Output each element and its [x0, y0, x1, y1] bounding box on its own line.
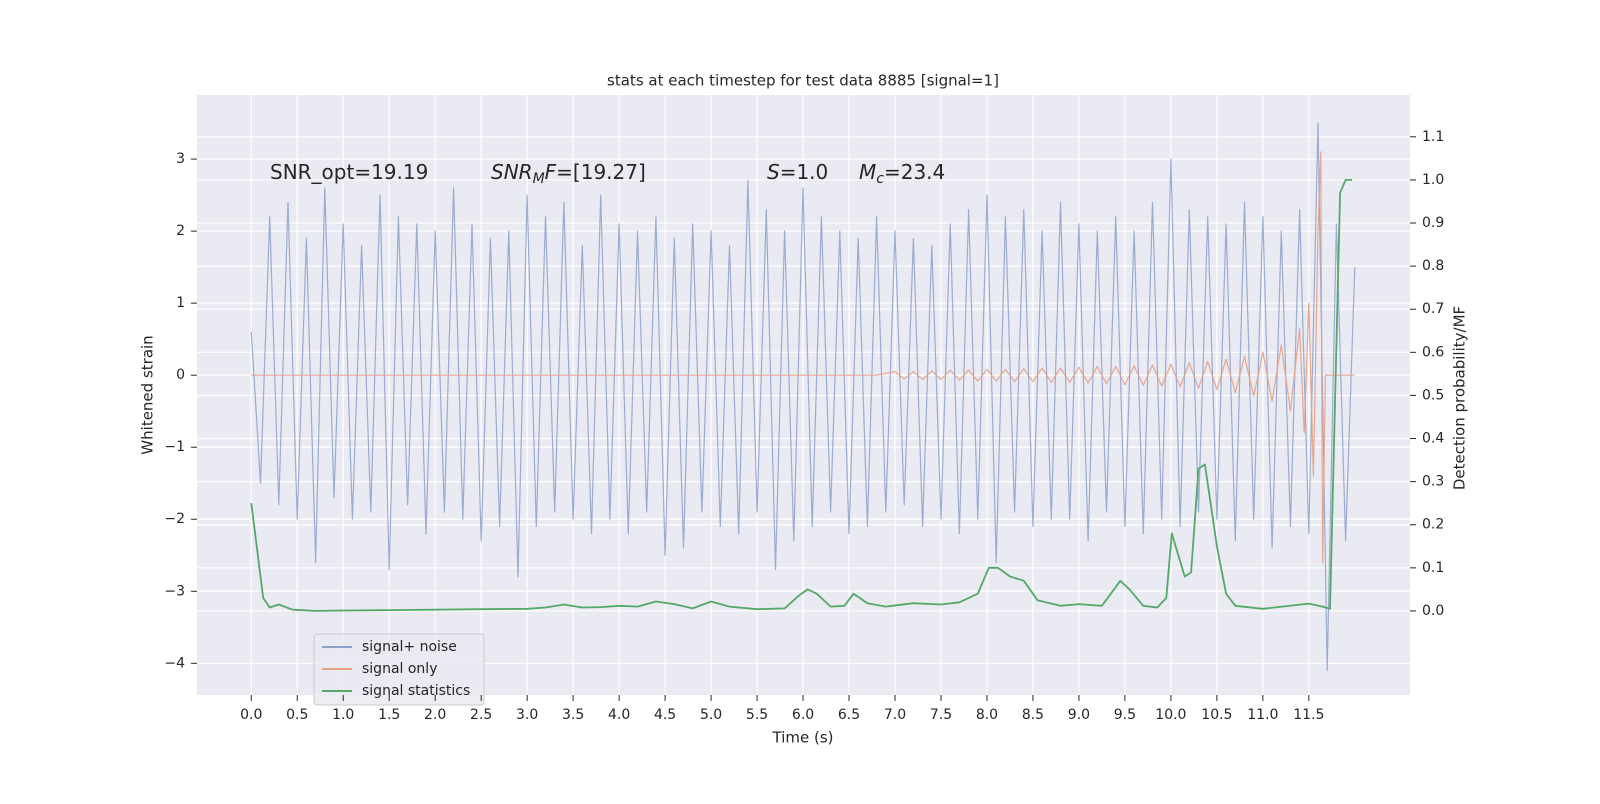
y2-tick-label: 0.7 [1422, 301, 1444, 317]
x-tick-label: 8.5 [1022, 707, 1044, 723]
x-tick-label: 8.0 [976, 707, 998, 723]
x-tick-label: 3.5 [562, 707, 584, 723]
y2-tick-label: 0.3 [1422, 474, 1444, 490]
x-tick-label: 1.5 [378, 707, 400, 723]
x-tick-label: 10.0 [1155, 707, 1186, 723]
y2-tick-label: 0.4 [1422, 431, 1444, 447]
x-tick-label: 6.5 [838, 707, 860, 723]
annotation-part: =1.0 [780, 160, 829, 184]
y-tick-label: 0 [176, 367, 185, 383]
legend-label: signal+ noise [362, 639, 457, 655]
annotation-part: SNR [491, 160, 533, 184]
x-tick-label: 4.5 [654, 707, 676, 723]
x-tick-label: 0.5 [286, 707, 308, 723]
annotation-part: F [545, 160, 557, 184]
annotation-part: M [533, 171, 545, 187]
legend: signal+ noise signal only signal statistic… [313, 633, 485, 706]
x-tick-label: 9.5 [1114, 707, 1136, 723]
y2-tick-label: 0.9 [1422, 215, 1444, 231]
legend-box [313, 633, 485, 706]
x-tick-label: 11.0 [1247, 707, 1278, 723]
y2-tick-label: 1.0 [1422, 172, 1444, 188]
y2-tick-label: 0.8 [1422, 258, 1444, 274]
x-axis-label: Time (s) [772, 729, 834, 747]
annotation: Mc=23.4 [859, 160, 945, 188]
x-tick-label: 10.5 [1201, 707, 1232, 723]
y2-tick-label: 0.1 [1422, 560, 1444, 576]
annotation: S=1.0 [767, 160, 828, 184]
y2-tick-label: 1.1 [1422, 129, 1444, 145]
x-tick-label: 9.0 [1068, 707, 1090, 723]
x-tick-label: 4.0 [608, 707, 630, 723]
annotations: SNR_opt=19.19 SNRMF=[19.27] S=1.0 Mc=23.4 [270, 160, 945, 188]
annotation: SNRMF=[19.27] [491, 160, 646, 188]
y-tick-label: −1 [164, 439, 185, 455]
x-tick-label: 2.5 [470, 707, 492, 723]
y2-tick-label: 0.6 [1422, 344, 1444, 360]
annotation-part: SNR_opt=19.19 [270, 160, 428, 184]
lines [250, 122, 1356, 672]
series-line [251, 151, 1355, 564]
annotation-part: c [876, 171, 884, 187]
y2-tick-label: 0.2 [1422, 517, 1444, 533]
y-tick-label: 3 [176, 151, 185, 167]
annotation-part: S [767, 160, 780, 184]
y-axis-label: Whitened strain [139, 335, 157, 454]
x-tick-label: 3.0 [516, 707, 538, 723]
x-tick-label: 5.0 [700, 707, 722, 723]
x-tick-label: 6.0 [792, 707, 814, 723]
series-line [250, 122, 1356, 672]
x-tick-label: 0.0 [240, 707, 262, 723]
y-tick-label: −3 [164, 583, 185, 599]
x-tick-label: 1.0 [332, 707, 354, 723]
legend-label: signal only [362, 661, 437, 677]
y-tick-label: 2 [176, 223, 185, 239]
y2-axis-label: Detection probability/MF [1451, 306, 1469, 490]
legend-label: signal statistics [362, 683, 470, 699]
y-tick-label: −2 [164, 511, 185, 527]
x-tick-label: 2.0 [424, 707, 446, 723]
annotation-part: =23.4 [884, 160, 945, 184]
y2-tick-label: 0.5 [1422, 387, 1444, 403]
x-tick-label: 7.5 [930, 707, 952, 723]
chart-title: stats at each timestep for test data 888… [607, 72, 999, 90]
x-tick-label: 5.5 [746, 707, 768, 723]
annotation-part: =[19.27] [556, 160, 646, 184]
annotation: SNR_opt=19.19 [270, 160, 428, 184]
x-tick-label: 7.0 [884, 707, 906, 723]
y2-tick-label: 0.0 [1422, 603, 1444, 619]
annotation-part: M [859, 160, 876, 184]
x-tick-label: 11.5 [1293, 707, 1324, 723]
y-tick-label: 1 [176, 295, 185, 311]
y-tick-label: −4 [164, 655, 185, 671]
series-line [250, 179, 1353, 612]
